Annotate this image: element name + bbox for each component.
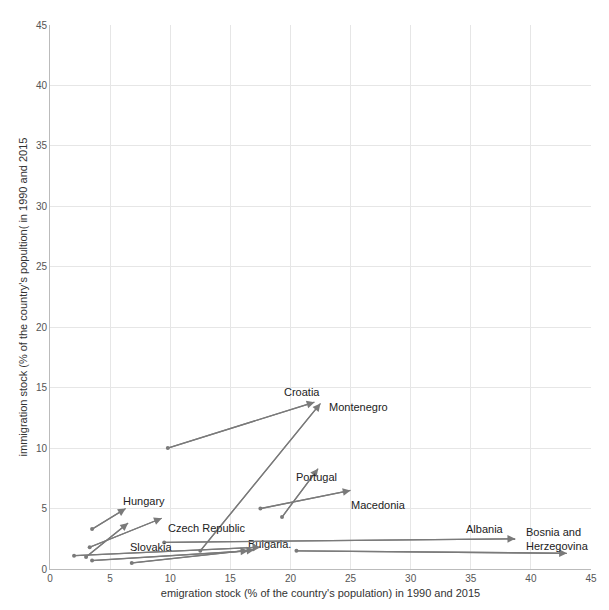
- svg-text:Czech Republic: Czech Republic: [168, 522, 246, 534]
- svg-text:10: 10: [36, 443, 48, 454]
- svg-text:20: 20: [285, 573, 297, 584]
- svg-text:40: 40: [36, 80, 48, 91]
- svg-text:Slovakia: Slovakia: [130, 541, 172, 553]
- svg-text:35: 35: [465, 573, 477, 584]
- svg-text:5: 5: [107, 573, 113, 584]
- svg-text:30: 30: [36, 201, 48, 212]
- svg-text:10: 10: [165, 573, 177, 584]
- svg-text:15: 15: [225, 573, 237, 584]
- svg-text:Croatia: Croatia: [284, 386, 320, 398]
- svg-text:40: 40: [525, 573, 537, 584]
- svg-text:25: 25: [36, 261, 48, 272]
- svg-text:Macedonia: Macedonia: [351, 499, 406, 511]
- svg-text:Albania: Albania: [466, 523, 504, 535]
- svg-text:emigration stock (% of the cou: emigration stock (% of the country's pop…: [161, 587, 480, 599]
- svg-text:Montenegro: Montenegro: [329, 401, 388, 413]
- svg-text:Portugal: Portugal: [296, 471, 337, 483]
- svg-text:Bosnia andHerzegovina: Bosnia andHerzegovina: [526, 526, 589, 552]
- svg-text:immigration stock (% of the co: immigration stock (% of the country's po…: [17, 138, 29, 457]
- svg-text:5: 5: [41, 503, 47, 514]
- svg-text:Bulgaria.: Bulgaria.: [248, 538, 291, 550]
- svg-text:25: 25: [345, 573, 357, 584]
- svg-text:15: 15: [36, 382, 48, 393]
- svg-text:45: 45: [585, 573, 597, 584]
- svg-text:45: 45: [36, 20, 48, 31]
- svg-text:0: 0: [41, 564, 47, 575]
- svg-text:20: 20: [36, 322, 48, 333]
- svg-text:Hungary: Hungary: [123, 495, 165, 507]
- svg-text:30: 30: [405, 573, 417, 584]
- svg-text:35: 35: [36, 140, 48, 151]
- svg-text:0: 0: [47, 573, 53, 584]
